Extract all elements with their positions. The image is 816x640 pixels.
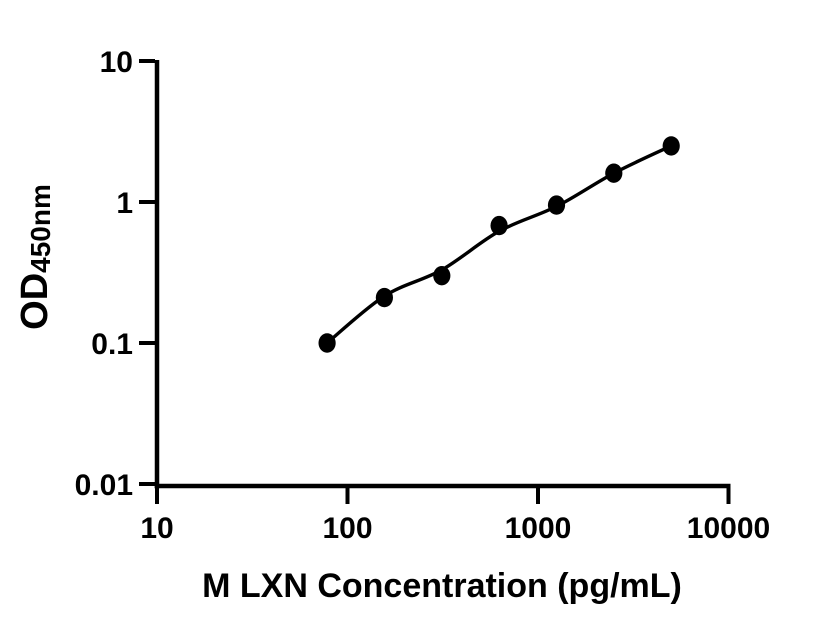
x-tick-label: 10 xyxy=(140,512,173,545)
data-point-marker xyxy=(433,266,451,286)
y-axis-title: OD450nm xyxy=(14,184,56,330)
data-points xyxy=(318,136,680,353)
x-tick-label: 100 xyxy=(322,512,372,545)
data-point-marker xyxy=(547,195,566,215)
y-tick-label: 0.1 xyxy=(91,328,133,361)
y-tick-label: 1 xyxy=(116,187,133,220)
x-axis-title: M LXN Concentration (pg/mL) xyxy=(202,567,682,605)
y-tick-label: 10 xyxy=(100,46,133,79)
data-point-marker xyxy=(662,136,680,156)
x-tick-label: 10000 xyxy=(687,512,770,545)
y-tick-label: 0.01 xyxy=(75,469,133,502)
data-point-marker xyxy=(375,287,393,308)
x-tick-label: 1000 xyxy=(505,512,572,545)
y-axis-title-main: OD xyxy=(14,273,56,330)
data-point-marker xyxy=(490,215,508,236)
data-point-marker xyxy=(318,333,336,353)
data-point-marker xyxy=(605,163,623,183)
y-axis-tick-labels: 10 1 0.1 0.01 xyxy=(75,46,133,502)
tick-marks xyxy=(139,59,731,504)
axes xyxy=(154,60,731,489)
x-axis-tick-labels: 10 100 1000 10000 xyxy=(140,512,770,545)
y-axis-title-subscript: 450nm xyxy=(25,184,56,273)
